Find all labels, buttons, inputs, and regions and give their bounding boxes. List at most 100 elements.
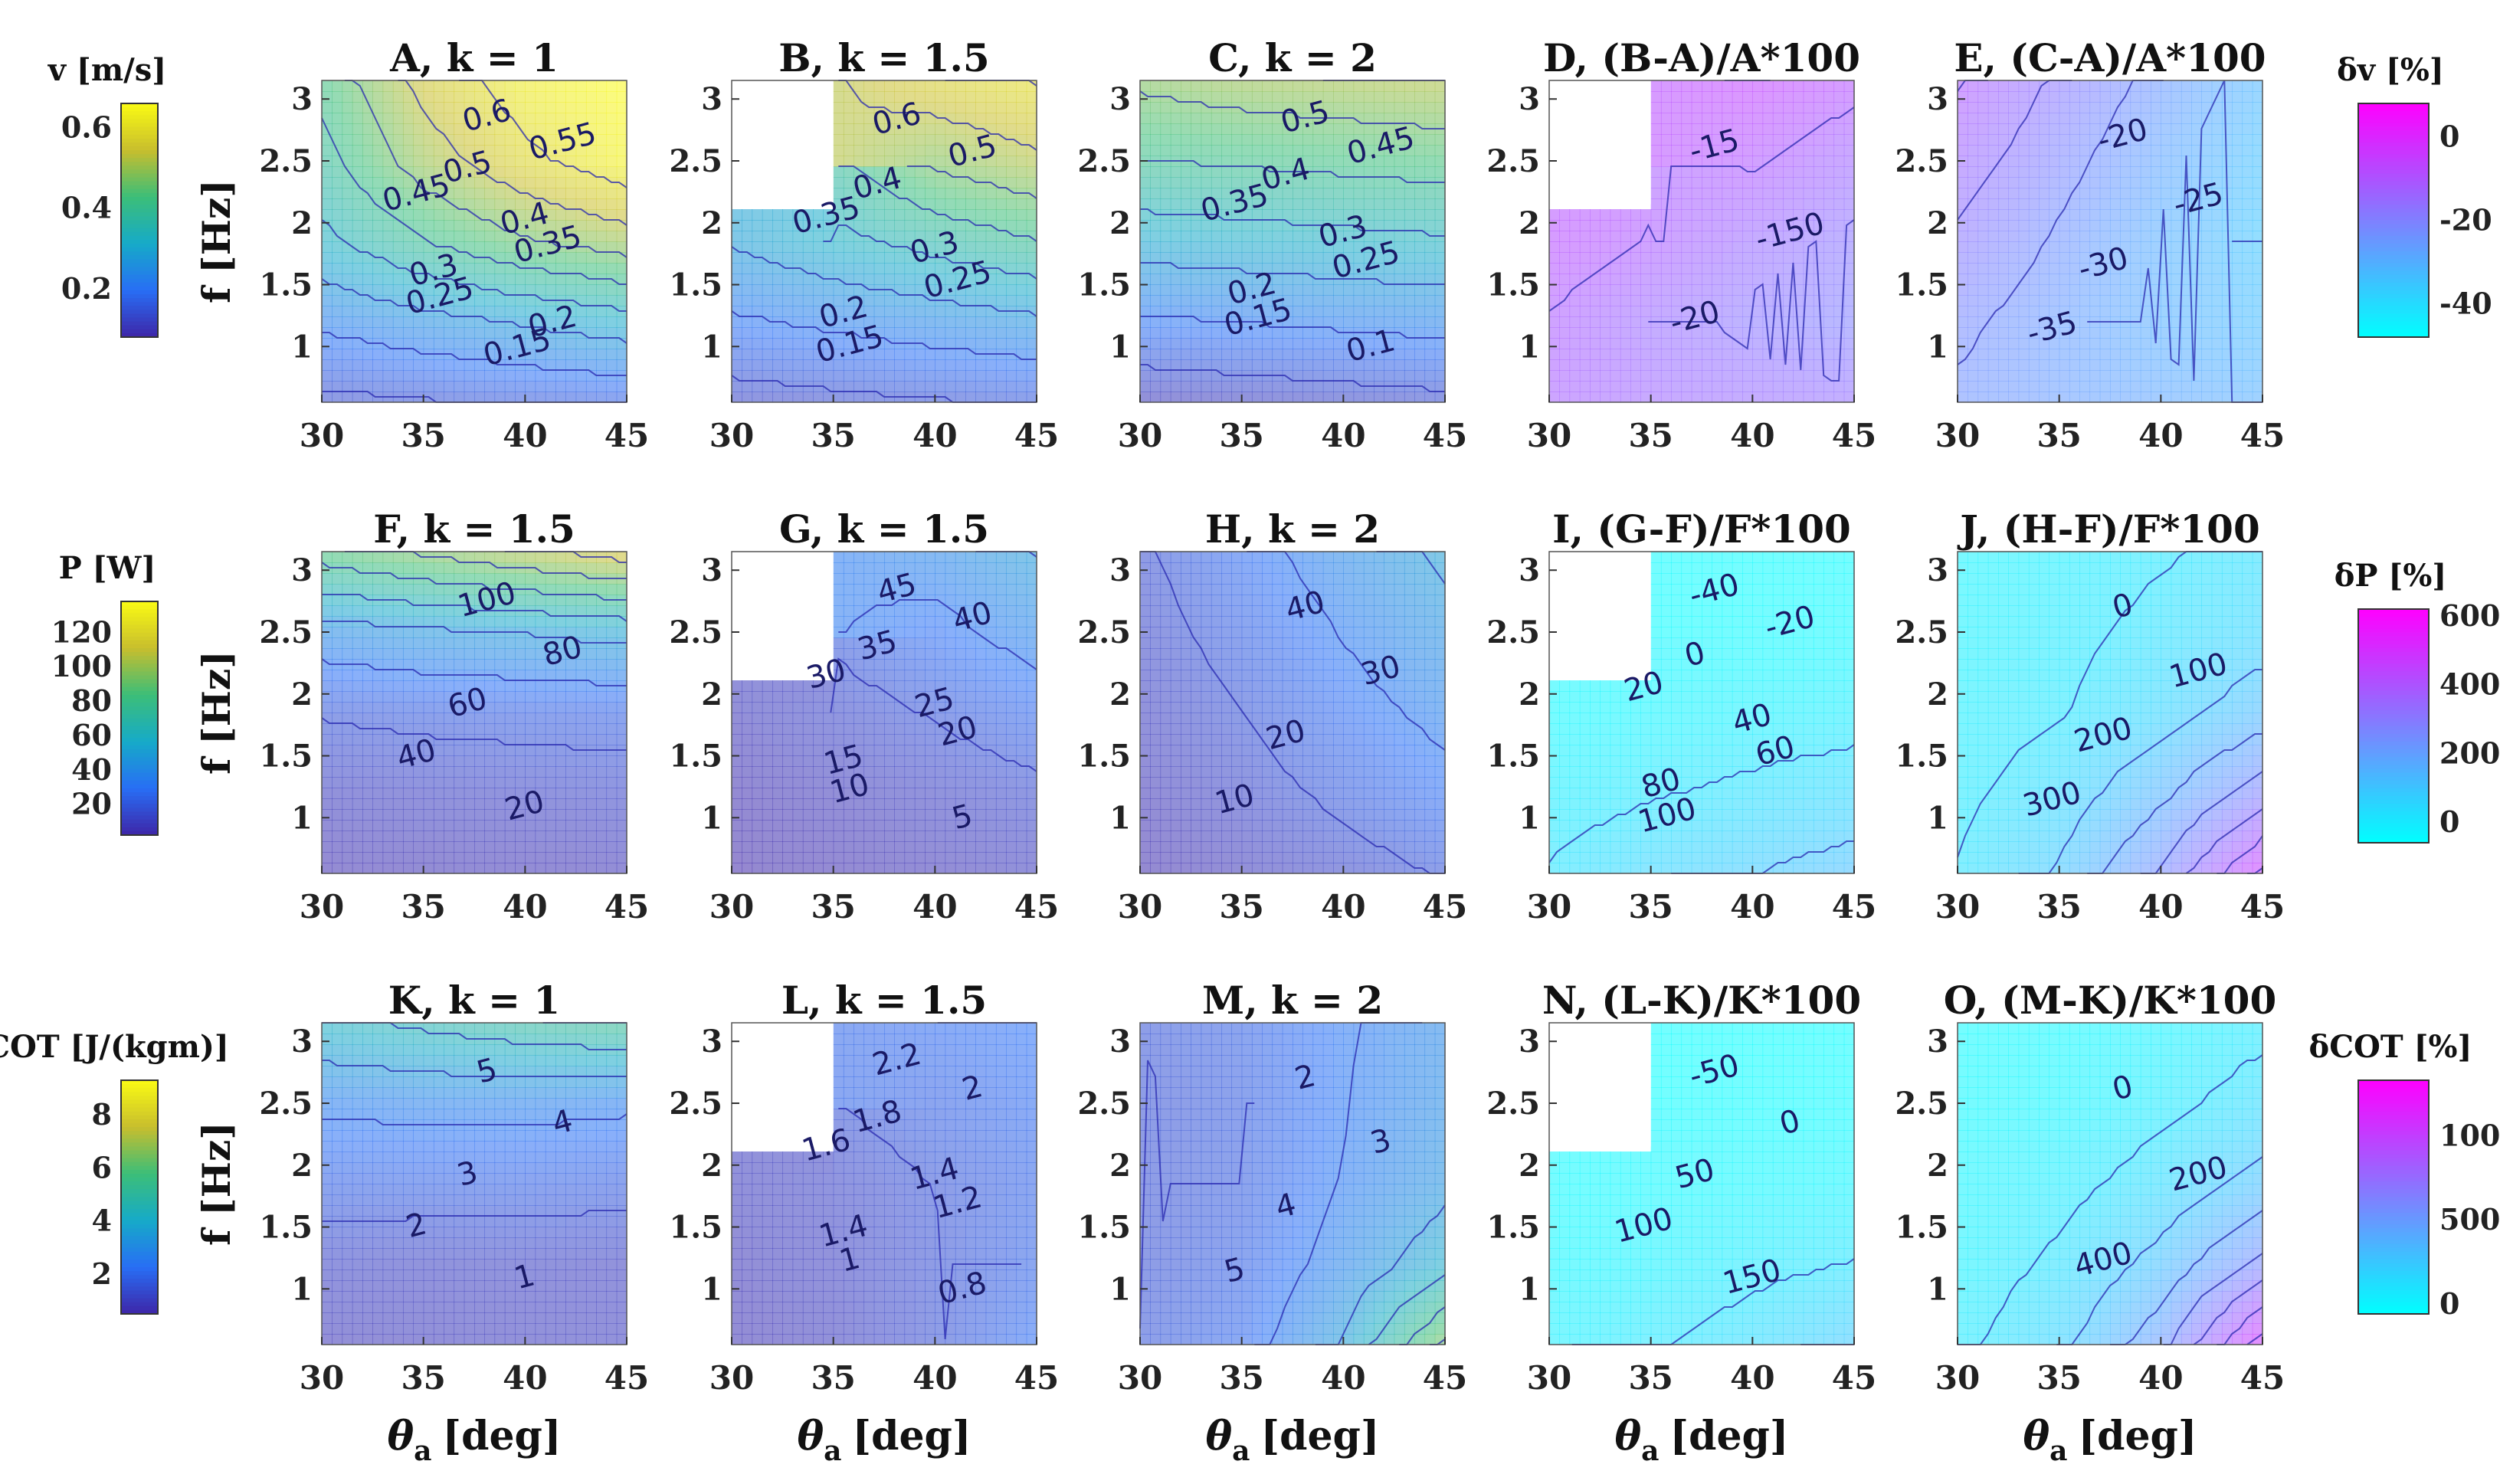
- heatmap-cell: [1843, 263, 1855, 274]
- heatmap-cell: [1823, 338, 1835, 349]
- heatmap-cell: [1569, 349, 1581, 360]
- heatmap-cell: [1650, 209, 1662, 221]
- heatmap-cell: [1702, 91, 1712, 103]
- heatmap-cell: [1620, 359, 1631, 371]
- heatmap-cell: [2059, 241, 2070, 253]
- heatmap-cell: [403, 381, 414, 392]
- heatmap-cell: [2099, 349, 2111, 360]
- heatmap-cell: [1660, 327, 1672, 339]
- heatmap-cell: [1333, 370, 1344, 382]
- heatmap-cell: [494, 306, 506, 317]
- heatmap-cell: [2171, 391, 2182, 403]
- heatmap-cell: [1762, 274, 1774, 285]
- heatmap-cell: [423, 584, 434, 595]
- heatmap-cell: [2221, 306, 2233, 317]
- heatmap-cell: [545, 359, 556, 371]
- heatmap-cell: [1434, 241, 1446, 253]
- heatmap-cell: [2201, 359, 2213, 371]
- heatmap-cell: [1262, 102, 1273, 113]
- heatmap-cell: [1241, 381, 1253, 392]
- heatmap-cell: [1833, 263, 1845, 274]
- heatmap-cell: [494, 648, 506, 660]
- heatmap-cell: [413, 595, 424, 606]
- heatmap-cell: [1231, 381, 1243, 392]
- heatmap-cell: [2181, 359, 2192, 371]
- heatmap-cell: [1211, 166, 1222, 178]
- heatmap-cell: [504, 391, 516, 403]
- heatmap-cell: [1691, 80, 1702, 92]
- heatmap-cell: [1762, 123, 1774, 135]
- heatmap-cell: [515, 166, 526, 178]
- heatmap-cell: [2028, 231, 2040, 242]
- heatmap-cell: [1772, 166, 1784, 178]
- heatmap-cell: [1823, 327, 1835, 339]
- heatmap-cell: [2232, 306, 2243, 317]
- heatmap-cell: [1363, 284, 1375, 296]
- heatmap-cell: [1958, 252, 1968, 264]
- heatmap-cell: [2232, 166, 2243, 178]
- heatmap-cell: [2018, 306, 2030, 317]
- y-tick-label: 1: [291, 329, 313, 365]
- heatmap-cell: [975, 316, 987, 328]
- heatmap-cell: [1333, 349, 1344, 360]
- heatmap-cell: [1312, 349, 1324, 360]
- heatmap-cell: [2232, 284, 2243, 296]
- heatmap-cell: [352, 113, 363, 124]
- heatmap-cell: [504, 166, 516, 178]
- heatmap-cell: [1833, 349, 1845, 360]
- heatmap-cell: [884, 231, 895, 242]
- heatmap-cell: [1569, 252, 1581, 264]
- heatmap-cell: [423, 562, 434, 574]
- heatmap-cell: [372, 113, 384, 124]
- heatmap-cell: [1610, 359, 1621, 371]
- heatmap-cell: [965, 391, 976, 403]
- heatmap-cell: [484, 145, 496, 156]
- heatmap-cell: [545, 166, 556, 178]
- heatmap-cell: [382, 370, 394, 382]
- heatmap-cell: [322, 113, 333, 124]
- heatmap-cell: [454, 370, 465, 382]
- heatmap-cell: [332, 252, 343, 264]
- heatmap-cell: [1251, 241, 1263, 253]
- heatmap-cell: [1006, 359, 1017, 371]
- heatmap-cell: [2181, 113, 2192, 124]
- heatmap-cell: [2008, 241, 2020, 253]
- heatmap-cell: [382, 670, 394, 681]
- heatmap-cell: [1251, 80, 1263, 92]
- heatmap-cell: [2181, 338, 2192, 349]
- heatmap-cell: [955, 370, 966, 382]
- heatmap-cell: [1987, 252, 1999, 264]
- heatmap-cell: [1302, 198, 1314, 210]
- heatmap-cell: [1579, 306, 1591, 317]
- heatmap-cell: [616, 209, 627, 221]
- heatmap-cell: [332, 359, 343, 371]
- heatmap-cell: [1434, 391, 1446, 403]
- heatmap-cell: [945, 316, 956, 328]
- heatmap-cell: [322, 274, 333, 285]
- heatmap-cell: [1140, 102, 1151, 113]
- heatmap-cell: [525, 252, 536, 264]
- heatmap-cell: [2242, 177, 2253, 188]
- heatmap-cell: [464, 209, 475, 221]
- heatmap-cell: [342, 841, 353, 853]
- heatmap-cell: [2140, 156, 2151, 167]
- heatmap-cell: [464, 659, 475, 670]
- heatmap-cell: [1958, 220, 1968, 231]
- heatmap-cell: [2211, 263, 2223, 274]
- heatmap-cell: [1404, 370, 1415, 382]
- heatmap-cell: [995, 370, 1007, 382]
- heatmap-cell: [1424, 370, 1436, 382]
- heatmap-cell: [413, 145, 424, 156]
- heatmap-cell: [1732, 316, 1743, 328]
- heatmap-cell: [2059, 349, 2070, 360]
- heatmap-cell: [444, 359, 455, 371]
- heatmap-cell: [2059, 359, 2070, 371]
- heatmap-cell: [494, 252, 506, 264]
- heatmap-cell: [873, 220, 885, 231]
- heatmap-cell: [2181, 134, 2192, 146]
- heatmap-cell: [525, 166, 536, 178]
- heatmap-cell: [1374, 198, 1384, 210]
- heatmap-cell: [392, 274, 404, 285]
- heatmap-cell: [1742, 370, 1753, 382]
- heatmap-cell: [1742, 327, 1753, 339]
